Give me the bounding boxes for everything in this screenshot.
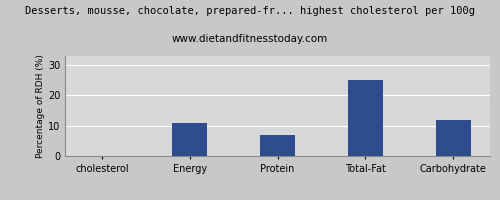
Y-axis label: Percentage of RDH (%): Percentage of RDH (%): [36, 54, 45, 158]
Bar: [172, 123, 208, 156]
Bar: [348, 80, 383, 156]
Bar: [436, 120, 470, 156]
Bar: [260, 135, 295, 156]
Text: Desserts, mousse, chocolate, prepared-fr... highest cholesterol per 100g: Desserts, mousse, chocolate, prepared-fr…: [25, 6, 475, 16]
Text: www.dietandfitnesstoday.com: www.dietandfitnesstoday.com: [172, 34, 328, 44]
